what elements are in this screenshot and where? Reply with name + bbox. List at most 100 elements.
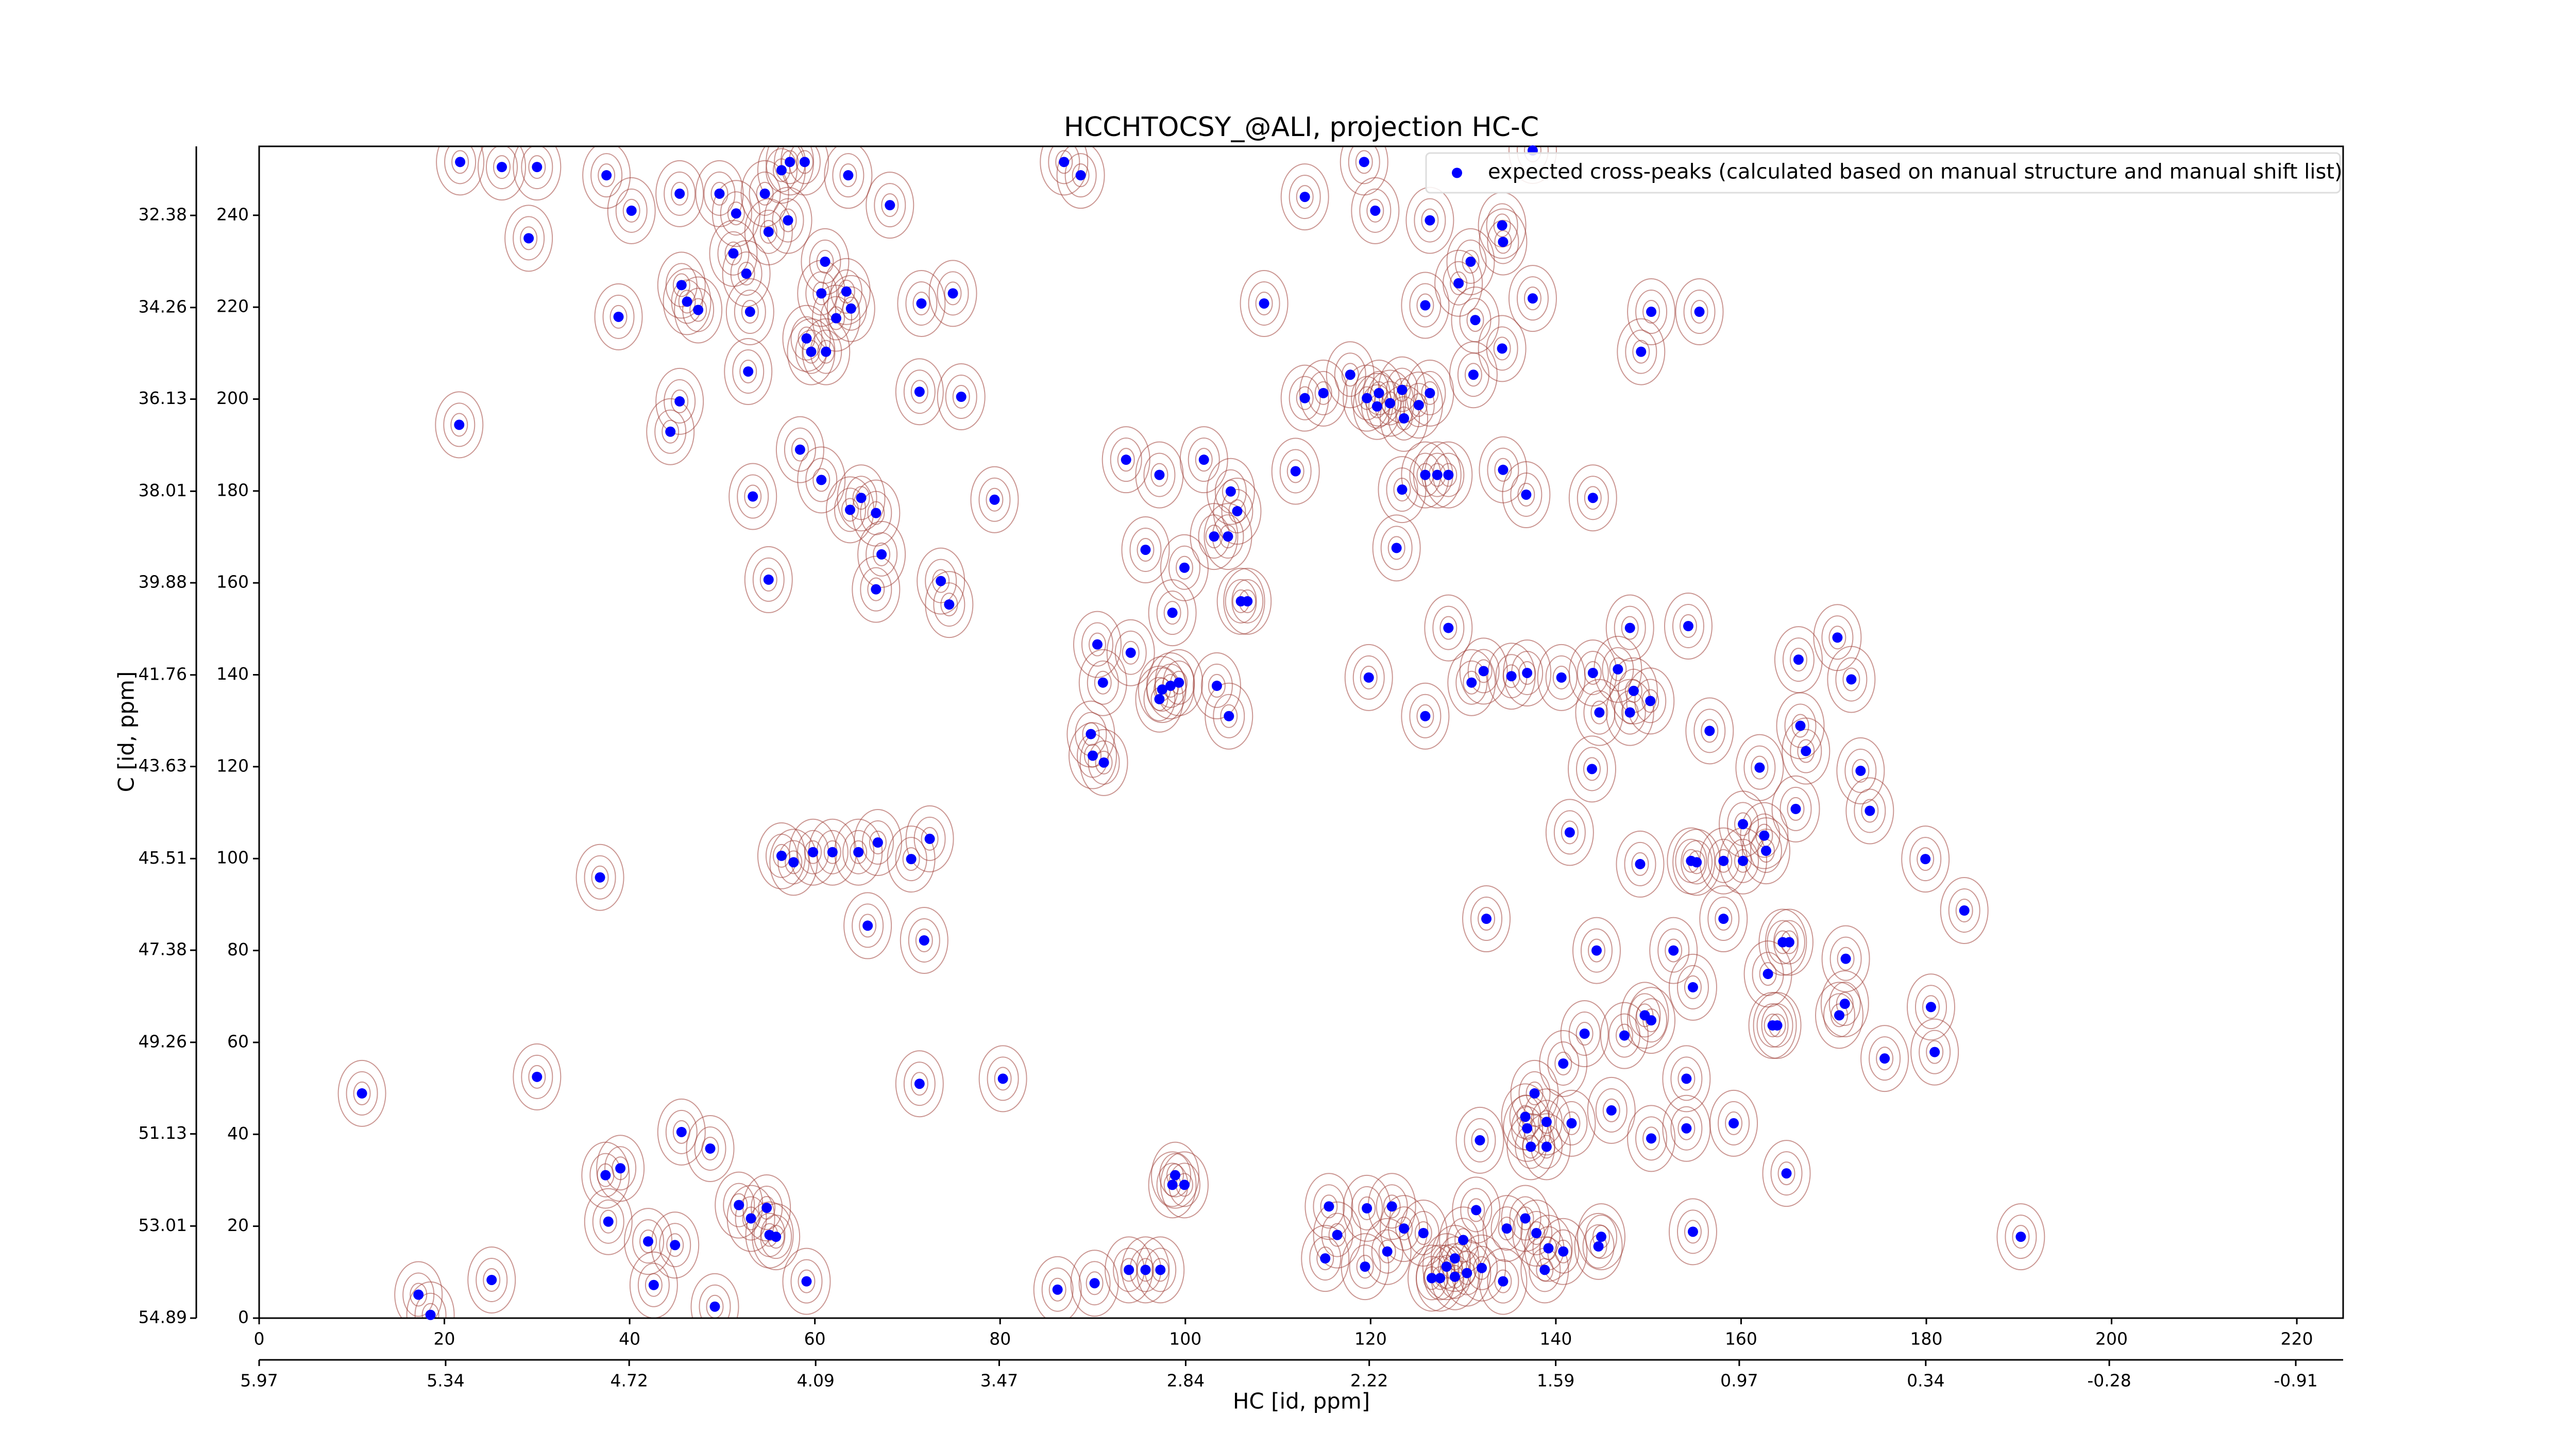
contour (657, 1098, 706, 1166)
contour (874, 183, 906, 228)
contour (1608, 1013, 1640, 1058)
contour (764, 187, 812, 254)
contour (1478, 907, 1496, 931)
contour (1079, 729, 1128, 796)
contour (903, 1062, 936, 1106)
cross-peak (1579, 1028, 1590, 1039)
contour (1625, 329, 1657, 374)
contour (1919, 1030, 1951, 1074)
y2-tick-label: 34.26 (139, 296, 187, 316)
contour (1314, 381, 1332, 405)
cross-peak (728, 248, 739, 259)
contour (834, 487, 866, 532)
contour (895, 837, 927, 882)
cross-peak (357, 1088, 367, 1099)
cross-peak (1681, 1073, 1692, 1084)
contour (1494, 1269, 1512, 1293)
cross-peak (1790, 803, 1801, 814)
contour (867, 501, 885, 525)
cross-peak (776, 165, 787, 176)
contour (1376, 1184, 1408, 1229)
contour (908, 918, 940, 963)
y-tick-label: 80 (227, 939, 249, 959)
contour (664, 379, 696, 424)
cross-peak (1522, 1123, 1533, 1134)
contour (654, 409, 687, 454)
contour (1828, 982, 1861, 1026)
cross-peak (705, 1143, 716, 1154)
cross-peak (1453, 278, 1464, 289)
cross-peak (1839, 999, 1850, 1009)
contour (720, 191, 752, 236)
contour (1143, 452, 1176, 497)
contour (1631, 852, 1649, 876)
contour (1821, 925, 1870, 992)
contour (1135, 441, 1184, 509)
x-tick-label: 60 (804, 1329, 826, 1349)
contour (1510, 472, 1543, 517)
cross-peak (885, 200, 895, 211)
y2-tick-label: 41.76 (139, 664, 187, 684)
cross-peak (1360, 1261, 1370, 1272)
contour (1459, 637, 1508, 705)
contour (1860, 1025, 1909, 1092)
y-tick-label: 120 (216, 755, 249, 776)
contour (1528, 1221, 1546, 1245)
contour (694, 1126, 726, 1171)
contour (1797, 739, 1815, 763)
contour (622, 198, 640, 223)
contour (602, 294, 635, 339)
cross-peak (1834, 1010, 1845, 1021)
contour (1693, 709, 1726, 753)
contour (1478, 315, 1527, 382)
contour (1135, 665, 1184, 733)
cross-peak (743, 366, 754, 377)
contour (1192, 652, 1241, 719)
contour (802, 318, 851, 385)
cross-peak (1290, 466, 1301, 477)
contour (1725, 1111, 1743, 1135)
cross-peak (1683, 621, 1693, 632)
contour (666, 1233, 684, 1257)
contour (1148, 579, 1197, 647)
contour (1634, 679, 1667, 723)
contour (779, 208, 797, 232)
contour (1110, 437, 1142, 482)
cross-peak (741, 268, 752, 279)
contour (1450, 271, 1468, 295)
cross-peak (771, 1232, 782, 1242)
cross-peak (1754, 762, 1765, 773)
cross-peak (1564, 827, 1575, 838)
contour (1414, 198, 1446, 243)
contour (1577, 476, 1609, 520)
contour (1522, 1113, 1571, 1181)
cross-peak (1522, 667, 1533, 678)
y-tick-label: 220 (216, 296, 249, 316)
contour (1516, 276, 1549, 321)
contour (1416, 704, 1434, 728)
cross-peak (425, 1309, 436, 1320)
contour (1684, 975, 1702, 999)
cross-peak (1435, 1273, 1446, 1284)
contour (1289, 376, 1321, 420)
contour (837, 279, 855, 304)
contour (1635, 1116, 1668, 1161)
cross-peak (1738, 855, 1749, 866)
cross-peak (1793, 654, 1804, 665)
cross-peak (674, 396, 685, 407)
contour (1662, 1045, 1711, 1113)
contour (1407, 1211, 1439, 1256)
cross-peak (1718, 855, 1729, 866)
contour (1842, 667, 1860, 692)
contour (1517, 482, 1535, 507)
contour (812, 468, 831, 492)
contour (1321, 1212, 1353, 1257)
contour (1835, 657, 1868, 702)
contour (486, 146, 518, 190)
contour (646, 398, 695, 465)
contour (504, 205, 553, 272)
cross-peak (1477, 1262, 1487, 1273)
cross-peak (600, 1170, 611, 1181)
contour (1316, 1246, 1334, 1271)
contour (664, 171, 696, 216)
